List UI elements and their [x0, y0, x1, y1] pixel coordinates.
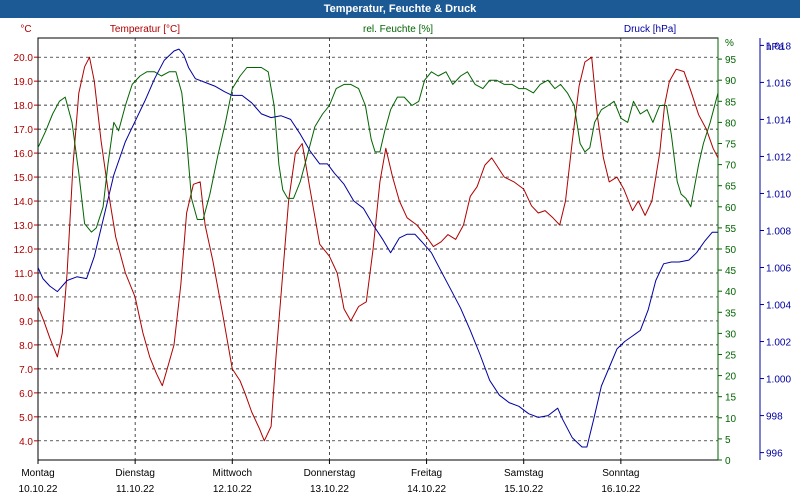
temperature-line: [37, 56, 719, 442]
temperature-tick-label: 5.0: [19, 413, 33, 424]
x-tick-day: Donnerstag: [304, 468, 356, 479]
temperature-tick-label: 20.0: [14, 53, 34, 64]
humidity-tick-label: 5: [725, 435, 731, 446]
legend-pressure: Druck [hPa]: [624, 24, 676, 35]
x-tick-day: Sonntag: [602, 468, 639, 479]
humidity-tick-label: 35: [725, 308, 737, 319]
chart-canvas: 4.0 5.0 6.0 7.0 8.0 9.0 10.0 11.0 12.0 13.0 14.0 15…: [14, 24, 792, 495]
legend-temperature: Temperatur [°C]: [110, 24, 180, 35]
legend-humidity: rel. Feuchte [%]: [363, 24, 433, 35]
x-tick-day: Dienstag: [115, 468, 154, 479]
humidity-tick-label: 95: [725, 55, 737, 66]
grid: [38, 38, 718, 460]
humidity-tick-label: 0: [725, 456, 731, 467]
pressure-tick-label: 998: [766, 412, 783, 423]
x-tick-date: 13.10.22: [310, 484, 349, 495]
pressure-unit-label: hPa: [766, 42, 784, 53]
humidity-tick-label: 90: [725, 76, 737, 87]
x-tick-date: 15.10.22: [504, 484, 543, 495]
humidity-tick-label: 20: [725, 372, 737, 383]
x-tick-date: 14.10.22: [407, 484, 446, 495]
temperature-tick-label: 14.0: [14, 197, 34, 208]
pressure-tick-label: 1.012: [766, 152, 791, 163]
axes: [34, 37, 764, 464]
x-tick-day: Samstag: [504, 468, 543, 479]
humidity-tick-label: 50: [725, 245, 737, 256]
temperature-tick-label: 15.0: [14, 173, 34, 184]
axis-labels: 4.0 5.0 6.0 7.0 8.0 9.0 10.0 11.0 12.0 13.0 14.0 15…: [14, 24, 792, 495]
x-tick-day: Mittwoch: [213, 468, 252, 479]
pressure-tick-label: 1.008: [766, 226, 791, 237]
pressure-tick-label: 1.018: [766, 41, 791, 52]
humidity-tick-label: 10: [725, 414, 737, 425]
pressure-tick-label: 1.014: [766, 115, 791, 126]
x-tick-date: 12.10.22: [213, 484, 252, 495]
humidity-tick-label: 25: [725, 351, 737, 362]
humidity-tick-label: 30: [725, 329, 737, 340]
humidity-line: [37, 67, 719, 233]
pressure-tick-label: 996: [766, 449, 783, 460]
x-tick-date: 16.10.22: [601, 484, 640, 495]
humidity-tick-label: 60: [725, 203, 737, 214]
temperature-tick-label: 19.0: [14, 77, 34, 88]
temperature-tick-label: 18.0: [14, 101, 34, 112]
pressure-tick-label: 1.000: [766, 375, 791, 386]
x-tick-day: Freitag: [411, 468, 442, 479]
temperature-tick-label: 11.0: [14, 269, 33, 280]
humidity-tick-label: 80: [725, 118, 737, 129]
pressure-tick-label: 1.016: [766, 78, 791, 89]
humidity-tick-label: 55: [725, 224, 737, 235]
pressure-tick-label: 1.010: [766, 189, 791, 200]
humidity-tick-label: 40: [725, 287, 737, 298]
chart-title: Temperatur, Feuchte & Druck: [0, 0, 800, 18]
temperature-unit-label: °C: [20, 24, 31, 35]
temperature-tick-label: 9.0: [19, 317, 33, 328]
temperature-tick-label: 12.0: [14, 245, 34, 256]
series-lines: [37, 48, 719, 448]
temperature-tick-label: 7.0: [19, 365, 33, 376]
humidity-tick-label: 45: [725, 266, 737, 277]
temperature-tick-label: 4.0: [19, 437, 33, 448]
humidity-tick-label: 75: [725, 140, 737, 151]
temperature-tick-label: 10.0: [14, 293, 34, 304]
humidity-tick-label: 85: [725, 97, 737, 108]
pressure-tick-label: 1.004: [766, 301, 791, 312]
pressure-tick-label: 1.006: [766, 264, 791, 275]
humidity-tick-label: 65: [725, 182, 737, 193]
humidity-unit-label: %: [725, 38, 734, 49]
temperature-tick-label: 16.0: [14, 149, 34, 160]
x-tick-date: 11.10.22: [116, 484, 155, 495]
temperature-tick-label: 17.0: [14, 125, 34, 136]
temperature-tick-label: 6.0: [19, 389, 33, 400]
temperature-tick-label: 13.0: [14, 221, 34, 232]
humidity-tick-label: 15: [725, 393, 737, 404]
temperature-tick-label: 8.0: [19, 341, 33, 352]
humidity-tick-label: 70: [725, 161, 737, 172]
pressure-line: [37, 48, 718, 448]
pressure-tick-label: 1.002: [766, 338, 791, 349]
x-tick-date: 10.10.22: [19, 484, 58, 495]
x-tick-day: Montag: [21, 468, 54, 479]
